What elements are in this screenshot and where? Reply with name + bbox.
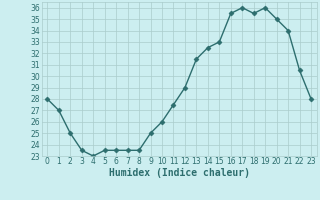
X-axis label: Humidex (Indice chaleur): Humidex (Indice chaleur)	[109, 168, 250, 178]
